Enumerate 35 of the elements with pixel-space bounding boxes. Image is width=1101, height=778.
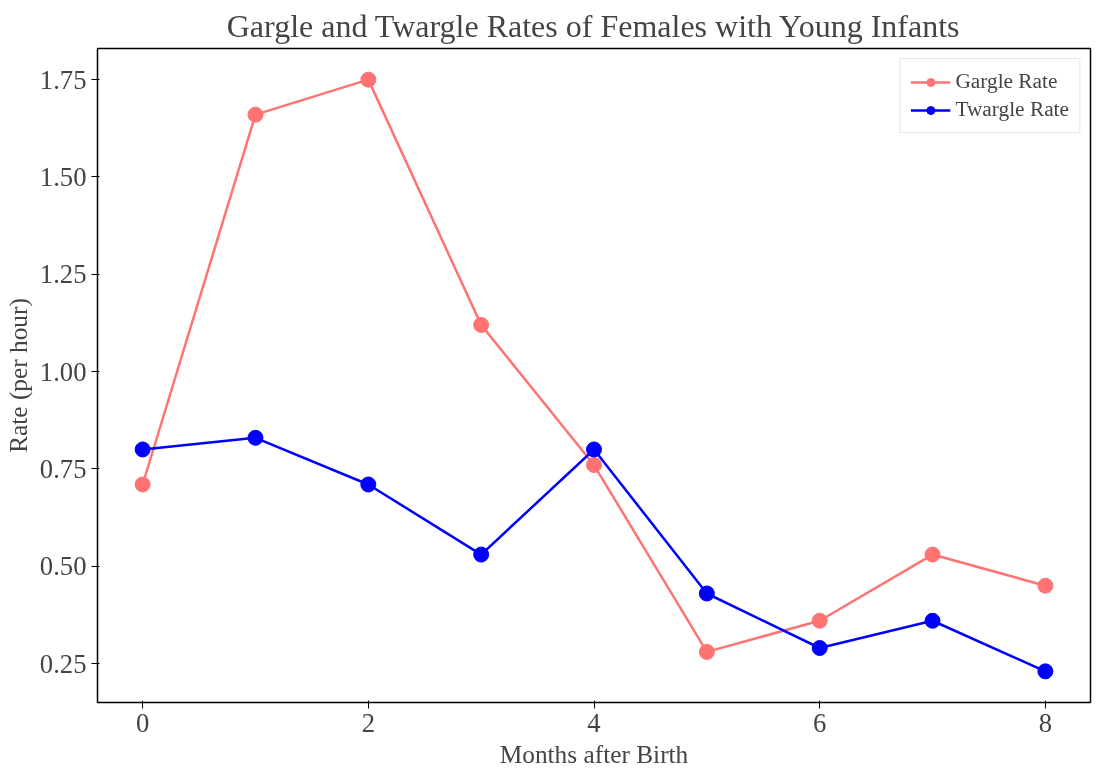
- point: [698, 585, 715, 602]
- y-tick-label: 1.50: [39, 161, 87, 192]
- x-axis-title: Months after Birth: [499, 739, 689, 768]
- point: [811, 640, 828, 656]
- y-tick-label: 0.75: [39, 453, 87, 484]
- chart-title: Gargle and Twargle Rates of Females with Young Infants: [226, 7, 960, 44]
- point: [811, 612, 828, 629]
- point: [1037, 577, 1054, 594]
- point: [134, 476, 151, 493]
- point: [586, 457, 602, 474]
- y-tick-label: 1.75: [39, 64, 87, 95]
- point: [247, 429, 264, 446]
- x-tick-label: 8: [1038, 707, 1053, 738]
- x-tick-label: 6: [813, 707, 827, 738]
- x-tick-label: 0: [135, 707, 150, 738]
- point: [247, 106, 264, 123]
- point: [1037, 663, 1054, 680]
- point: [473, 316, 490, 333]
- point: [360, 71, 377, 88]
- x-tick-label: 2: [361, 707, 375, 738]
- point: [473, 546, 490, 563]
- point: [586, 441, 602, 458]
- point: [134, 441, 151, 458]
- y-tick-label: 1.25: [39, 259, 87, 290]
- y-tick-label: 0.25: [39, 648, 87, 679]
- point: [698, 643, 715, 660]
- legend-label: Gargle Rate: [955, 69, 1058, 94]
- legend-label: Twargle Rate: [955, 97, 1069, 122]
- point: [924, 546, 941, 563]
- y-tick-label: 0.50: [39, 551, 87, 582]
- y-axis-title: Rate (per hour): [3, 298, 33, 453]
- point: [360, 476, 377, 493]
- x-tick-label: 4: [587, 707, 601, 738]
- y-tick-label: 1.00: [39, 356, 87, 387]
- point: [924, 612, 941, 629]
